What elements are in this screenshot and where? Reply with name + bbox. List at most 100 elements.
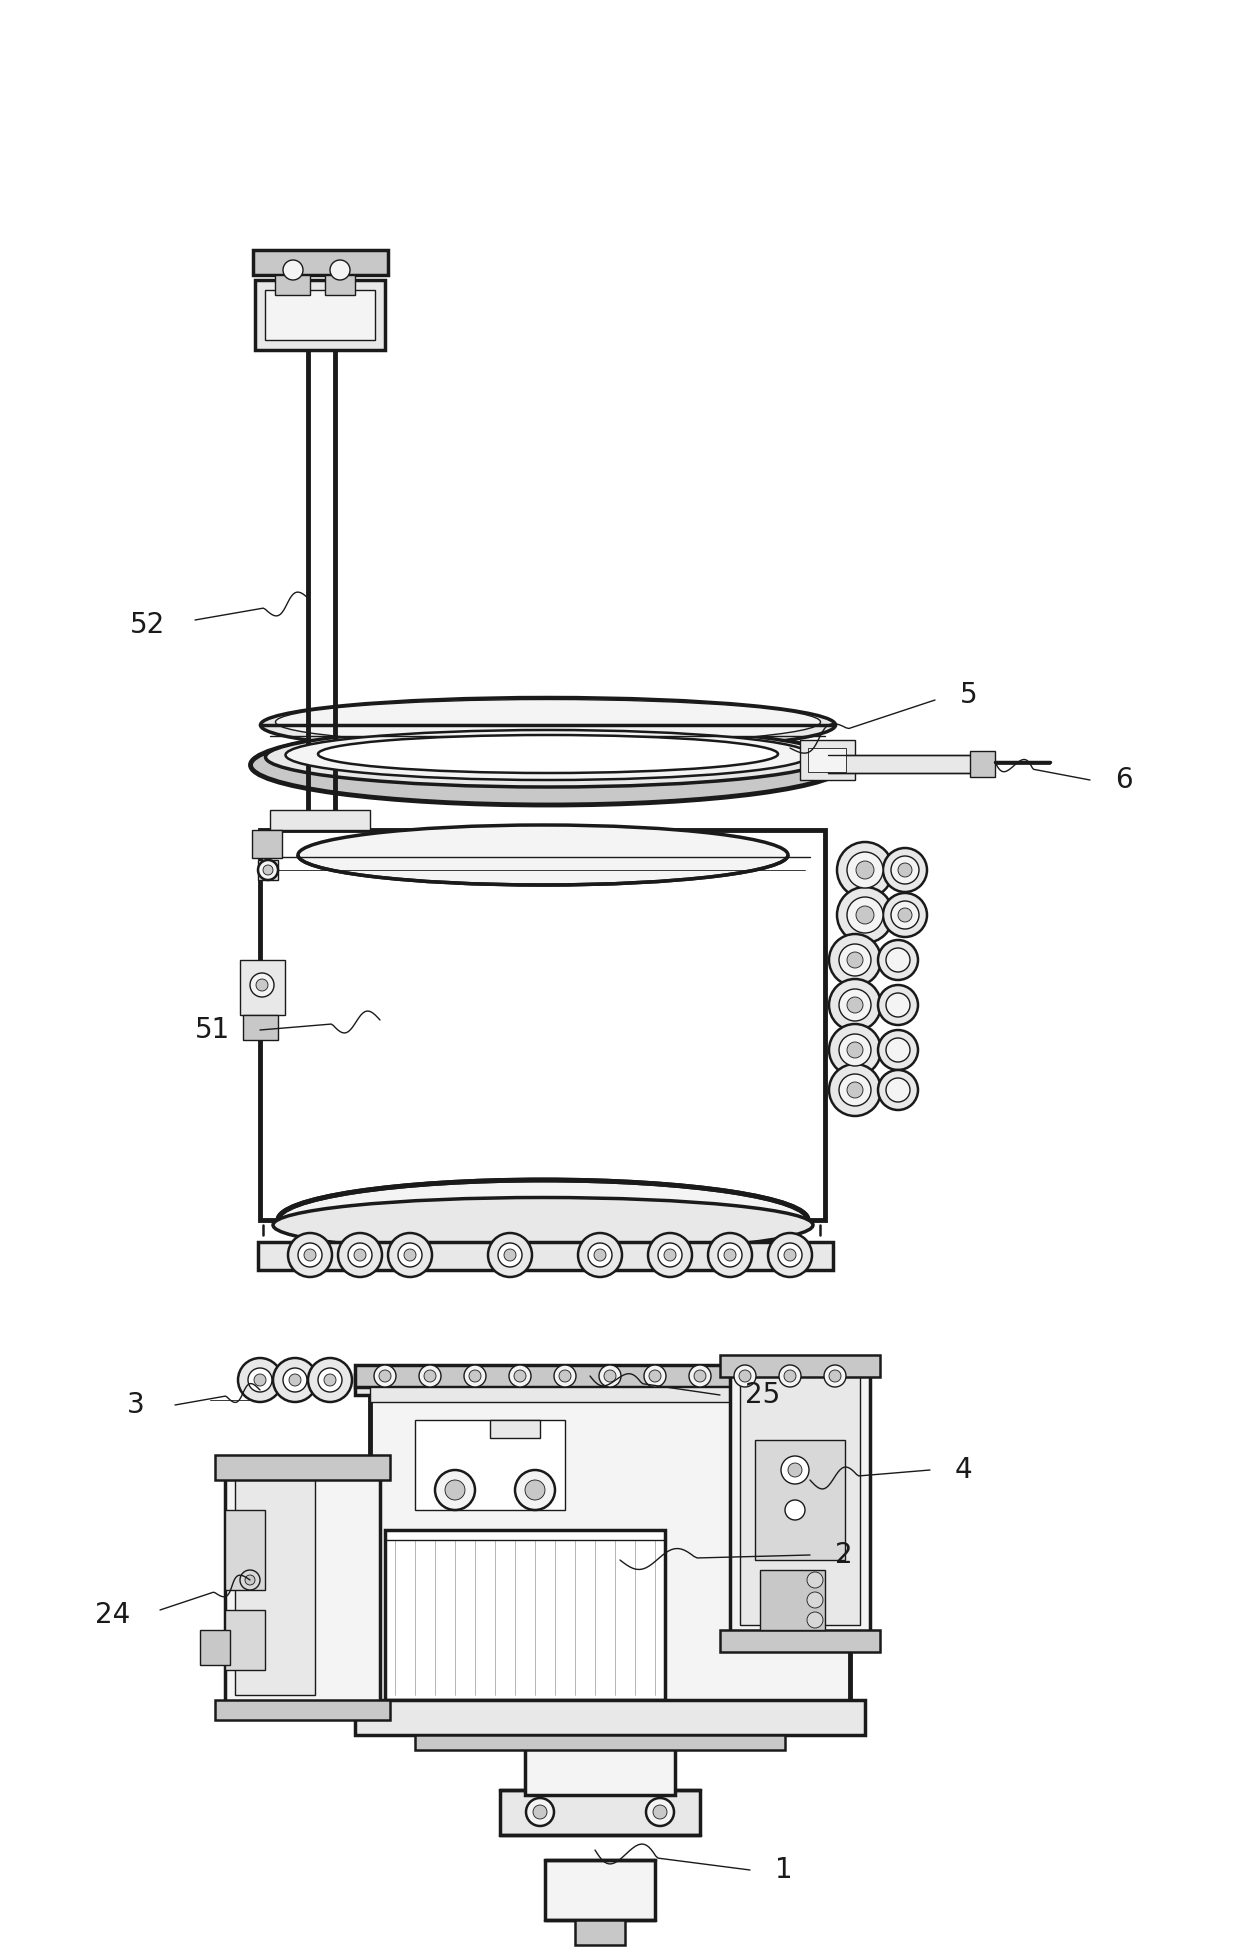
Bar bbox=[200, 1630, 229, 1665]
Circle shape bbox=[353, 1250, 366, 1262]
Circle shape bbox=[248, 1367, 272, 1393]
Circle shape bbox=[599, 1365, 621, 1387]
Text: 25: 25 bbox=[745, 1381, 780, 1409]
Circle shape bbox=[847, 897, 883, 932]
Text: 4: 4 bbox=[955, 1456, 972, 1485]
Circle shape bbox=[830, 934, 880, 985]
Circle shape bbox=[856, 862, 874, 880]
Circle shape bbox=[825, 1365, 846, 1387]
Circle shape bbox=[644, 1365, 666, 1387]
Bar bbox=[355, 1365, 866, 1387]
Bar bbox=[215, 1456, 391, 1479]
Circle shape bbox=[839, 1034, 870, 1066]
Ellipse shape bbox=[265, 727, 831, 788]
Circle shape bbox=[424, 1369, 436, 1381]
Circle shape bbox=[878, 940, 918, 980]
Circle shape bbox=[718, 1244, 742, 1267]
Bar bbox=[800, 741, 856, 780]
Circle shape bbox=[785, 1501, 805, 1520]
Bar bbox=[253, 251, 388, 274]
Ellipse shape bbox=[278, 1179, 808, 1260]
Bar bbox=[224, 1610, 265, 1669]
Circle shape bbox=[878, 985, 918, 1025]
Text: 1: 1 bbox=[775, 1855, 792, 1885]
Circle shape bbox=[777, 1244, 802, 1267]
Circle shape bbox=[883, 848, 928, 891]
Bar bbox=[525, 1740, 675, 1794]
Circle shape bbox=[515, 1469, 556, 1510]
Circle shape bbox=[887, 948, 910, 972]
Bar bbox=[760, 1569, 825, 1630]
Circle shape bbox=[246, 1575, 255, 1585]
Circle shape bbox=[807, 1612, 823, 1628]
Circle shape bbox=[878, 1030, 918, 1070]
Circle shape bbox=[348, 1244, 372, 1267]
Circle shape bbox=[839, 989, 870, 1021]
Circle shape bbox=[708, 1232, 751, 1277]
Circle shape bbox=[594, 1250, 606, 1262]
Circle shape bbox=[663, 1250, 676, 1262]
Circle shape bbox=[768, 1232, 812, 1277]
Circle shape bbox=[887, 993, 910, 1017]
Circle shape bbox=[658, 1244, 682, 1267]
Circle shape bbox=[489, 1232, 532, 1277]
Bar bbox=[260, 831, 825, 1220]
Circle shape bbox=[784, 1250, 796, 1262]
Bar bbox=[730, 1360, 870, 1640]
Ellipse shape bbox=[317, 735, 777, 774]
Bar bbox=[529, 1700, 670, 1726]
Circle shape bbox=[739, 1369, 751, 1381]
Circle shape bbox=[878, 1070, 918, 1111]
Circle shape bbox=[830, 980, 880, 1030]
Circle shape bbox=[847, 997, 863, 1013]
Bar bbox=[500, 1791, 701, 1836]
Circle shape bbox=[298, 1244, 322, 1267]
Circle shape bbox=[807, 1593, 823, 1608]
Circle shape bbox=[653, 1804, 667, 1820]
Bar bbox=[325, 274, 355, 296]
Bar bbox=[258, 1242, 833, 1269]
Circle shape bbox=[807, 1571, 823, 1589]
Bar bbox=[370, 1387, 849, 1403]
Circle shape bbox=[324, 1373, 336, 1387]
Bar bbox=[828, 754, 978, 774]
Circle shape bbox=[604, 1369, 616, 1381]
Circle shape bbox=[289, 1373, 301, 1387]
Bar bbox=[970, 750, 994, 778]
Circle shape bbox=[779, 1365, 801, 1387]
Circle shape bbox=[554, 1365, 577, 1387]
Circle shape bbox=[689, 1365, 711, 1387]
Circle shape bbox=[404, 1250, 415, 1262]
Circle shape bbox=[892, 901, 919, 929]
Circle shape bbox=[250, 974, 274, 997]
Circle shape bbox=[781, 1456, 808, 1485]
Circle shape bbox=[588, 1244, 613, 1267]
Ellipse shape bbox=[285, 731, 811, 780]
Circle shape bbox=[837, 887, 893, 942]
Text: 2: 2 bbox=[835, 1542, 853, 1569]
Bar bbox=[510, 1720, 689, 1745]
Bar bbox=[355, 1700, 866, 1736]
Ellipse shape bbox=[260, 697, 836, 752]
Circle shape bbox=[847, 1081, 863, 1097]
Circle shape bbox=[830, 1025, 880, 1075]
Circle shape bbox=[330, 261, 350, 280]
Circle shape bbox=[254, 1373, 267, 1387]
Circle shape bbox=[649, 1369, 661, 1381]
Circle shape bbox=[887, 1077, 910, 1103]
Bar bbox=[265, 290, 374, 341]
Circle shape bbox=[379, 1369, 391, 1381]
Circle shape bbox=[694, 1369, 706, 1381]
Text: 24: 24 bbox=[94, 1601, 130, 1630]
Circle shape bbox=[526, 1798, 554, 1826]
Circle shape bbox=[398, 1244, 422, 1267]
Circle shape bbox=[388, 1232, 432, 1277]
Bar bbox=[720, 1630, 880, 1651]
Bar bbox=[275, 274, 310, 296]
Circle shape bbox=[883, 893, 928, 936]
Circle shape bbox=[374, 1365, 396, 1387]
Bar bbox=[243, 1015, 278, 1040]
Circle shape bbox=[419, 1365, 441, 1387]
Circle shape bbox=[837, 842, 893, 897]
Circle shape bbox=[559, 1369, 570, 1381]
